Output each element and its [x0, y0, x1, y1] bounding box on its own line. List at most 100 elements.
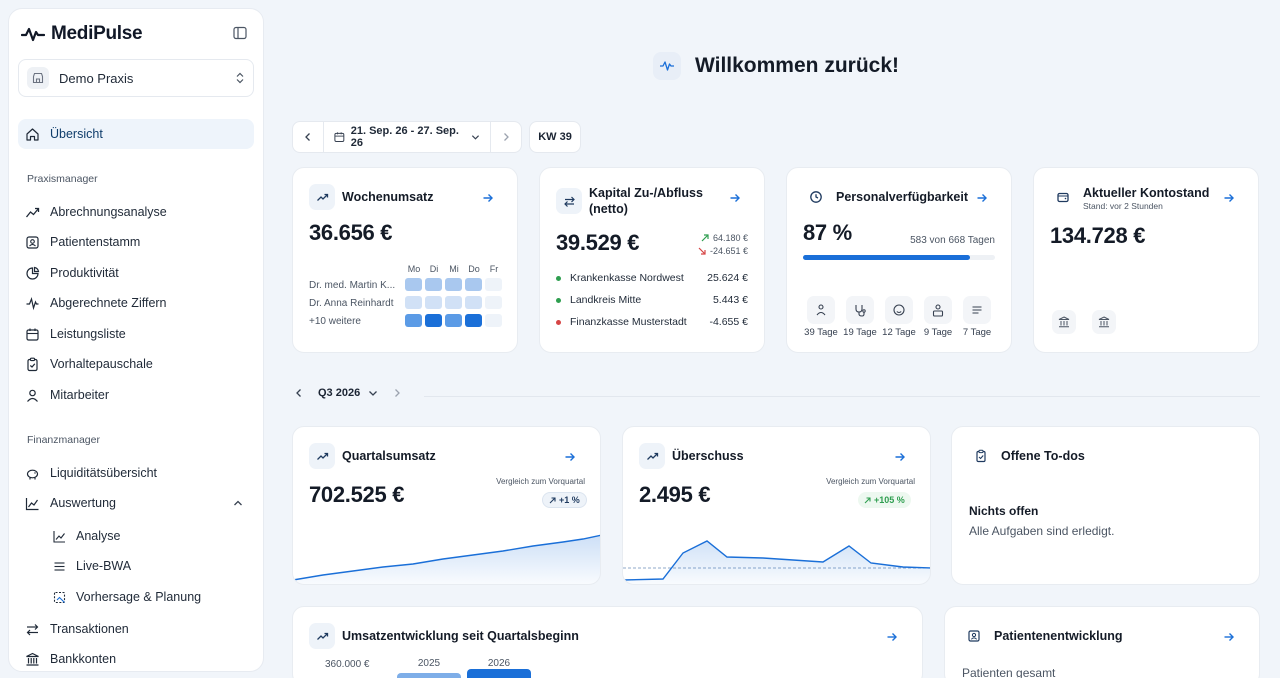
heatmap-cell[interactable]	[465, 296, 482, 309]
balance-timestamp: Stand: vor 2 Stunden	[1083, 201, 1163, 211]
heatmap-cell[interactable]	[485, 296, 502, 309]
logo[interactable]: MediPulse	[21, 23, 143, 45]
card-kapital: Kapital Zu-/Abfluss (netto) 39.529 € 64.1…	[539, 167, 765, 353]
subnav-analyse[interactable]: Analyse	[53, 521, 253, 551]
kpi-value: 36.656 €	[309, 220, 393, 245]
heatmap-cell[interactable]	[425, 296, 442, 309]
day-label: Di	[429, 264, 439, 274]
card-title-line: (netto)	[589, 202, 628, 216]
arrow-right-icon[interactable]	[1219, 627, 1239, 647]
heatmap-cell[interactable]	[405, 314, 422, 327]
clipboard-check-icon	[27, 357, 38, 371]
heatmap-cell[interactable]	[485, 314, 502, 327]
nav-label: Leistungsliste	[50, 327, 126, 341]
cashflow-row[interactable]: Landkreis Mitte 5.443 €	[556, 294, 748, 306]
card-title: Kapital Zu-/Abfluss (netto)	[589, 185, 703, 217]
card-title: Personalverfügbarkeit	[836, 190, 968, 204]
arrow-right-icon[interactable]	[1219, 188, 1239, 208]
card-umsatzentwicklung: Umsatzentwicklung seit Quartalsbeginn 36…	[292, 606, 923, 678]
list-icon[interactable]	[963, 296, 991, 324]
chevron-up-icon	[234, 500, 242, 506]
arrow-right-icon[interactable]	[560, 447, 580, 467]
nav-produktivitaet[interactable]: Produktivität	[18, 258, 254, 288]
row-amount: -4.655 €	[709, 316, 748, 328]
area-chart-icon	[25, 497, 39, 510]
clock-icon	[803, 184, 829, 210]
menu-lines-icon	[54, 561, 65, 571]
nav-abrechnungsanalyse[interactable]: Abrechnungsanalyse	[18, 197, 254, 227]
admin-icon[interactable]	[924, 296, 952, 324]
doctor-icon[interactable]	[807, 296, 835, 324]
bar-2025	[397, 673, 461, 678]
sidebar-toggle-icon[interactable]	[233, 26, 251, 44]
progress-fill	[803, 255, 971, 260]
stethoscope-icon[interactable]	[846, 296, 874, 324]
activity-icon	[26, 296, 39, 310]
nurse-icon[interactable]	[885, 296, 913, 324]
nav-liquiditaet[interactable]: Liquiditätsübersicht	[18, 458, 254, 488]
heatmap-cell[interactable]	[465, 314, 482, 327]
heatmap-cell[interactable]	[445, 314, 462, 327]
card-title: Wochenumsatz	[342, 190, 434, 204]
doctor-row-label: Dr. Anna Reinhardt	[309, 298, 394, 309]
arrow-right-icon[interactable]	[882, 627, 902, 647]
practice-switcher[interactable]: Demo Praxis	[18, 59, 254, 97]
page-title: Willkommen zurück!	[694, 54, 899, 77]
bank-icon[interactable]	[1092, 310, 1116, 334]
heatmap-cell[interactable]	[465, 278, 482, 291]
cashflow-row[interactable]: Finanzkasse Musterstadt -4.655 €	[556, 316, 748, 328]
prev-week-button[interactable]	[293, 122, 323, 152]
heatmap-cell[interactable]	[425, 278, 442, 291]
subnav-label: Analyse	[76, 529, 121, 543]
staff-days-label: 7 Tage	[962, 327, 992, 338]
next-week-button[interactable]	[491, 122, 521, 152]
nav-vorhaltepauschale[interactable]: Vorhaltepauschale	[18, 349, 254, 379]
heatmap-cell[interactable]	[405, 278, 422, 291]
subnav-vorhersage[interactable]: Vorhersage & Planung	[53, 582, 253, 612]
next-quarter-button[interactable]	[390, 386, 404, 400]
subnav-label: Live-BWA	[76, 559, 132, 573]
nav-patientenstamm[interactable]: Patientenstamm	[18, 227, 254, 257]
nav-bankkonten[interactable]: Bankkonten	[18, 644, 254, 671]
arrow-right-icon[interactable]	[972, 188, 992, 208]
heatmap-cell[interactable]	[445, 296, 462, 309]
prev-quarter-button[interactable]	[292, 386, 306, 400]
trend-icon	[25, 207, 40, 217]
date-range-select[interactable]: 21. Sep. 26 - 27. Sep. 26	[323, 122, 491, 152]
staff-days-label: 39 Tage	[804, 327, 838, 338]
nav-transaktionen[interactable]: Transaktionen	[18, 614, 254, 644]
kpi-value: 134.728 €	[1050, 223, 1146, 248]
nav-abgerechnete-ziffern[interactable]: Abgerechnete Ziffern	[18, 288, 254, 318]
status-dot	[556, 275, 561, 281]
heatmap-cell[interactable]	[425, 314, 442, 327]
nav-label: Abgerechnete Ziffern	[50, 296, 167, 310]
quarter-label: Q3 2026	[318, 387, 361, 399]
subnav-live-bwa[interactable]: Live-BWA	[53, 551, 253, 581]
nav-label: Bankkonten	[50, 652, 117, 666]
nav-leistungsliste[interactable]: Leistungsliste	[18, 319, 254, 349]
arrow-right-icon[interactable]	[890, 447, 910, 467]
arrow-right-icon[interactable]	[478, 188, 498, 208]
more-doctors-link[interactable]: +10 weitere	[309, 316, 361, 327]
arrow-right-icon[interactable]	[725, 188, 745, 208]
sidebar: MediPulse Demo Praxis Übersicht Praxisma…	[8, 8, 264, 672]
quarter-select[interactable]: Q3 2026	[318, 387, 378, 399]
nav-label: Abrechnungsanalyse	[50, 205, 167, 219]
nav-overview[interactable]: Übersicht	[18, 119, 254, 149]
nav-label: Produktivität	[50, 266, 119, 280]
subnav-label: Vorhersage & Planung	[76, 590, 202, 604]
nav-label: Vorhaltepauschale	[50, 357, 153, 371]
empty-state-text: Alle Aufgaben sind erledigt.	[969, 524, 1115, 538]
nav-mitarbeiter[interactable]: Mitarbeiter	[18, 380, 254, 410]
heatmap-cell[interactable]	[485, 278, 502, 291]
heatmap-cell[interactable]	[405, 296, 422, 309]
bank-icon[interactable]	[1052, 310, 1076, 334]
cashflow-row[interactable]: Krankenkasse Nordwest 25.624 €	[556, 272, 748, 284]
staff-days-label: 19 Tage	[843, 327, 877, 338]
week-badge[interactable]: KW 39	[529, 121, 581, 153]
heatmap-cell[interactable]	[445, 278, 462, 291]
change-badge: +105 %	[858, 492, 911, 508]
change-badge: +1 %	[542, 492, 587, 508]
card-ueberschuss: Überschuss 2.495 € Vergleich zum Vorquar…	[622, 426, 931, 585]
nav-auswertung[interactable]: Auswertung	[18, 488, 254, 518]
